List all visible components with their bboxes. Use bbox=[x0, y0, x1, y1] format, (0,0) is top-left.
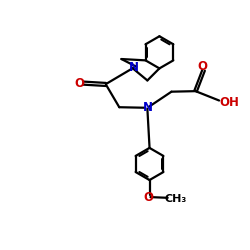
Text: OH: OH bbox=[219, 96, 239, 108]
Text: N: N bbox=[142, 101, 152, 114]
Text: O: O bbox=[144, 191, 154, 204]
Text: O: O bbox=[74, 76, 85, 90]
Text: N: N bbox=[129, 60, 139, 74]
Text: O: O bbox=[198, 60, 208, 72]
Text: CH₃: CH₃ bbox=[164, 194, 187, 204]
